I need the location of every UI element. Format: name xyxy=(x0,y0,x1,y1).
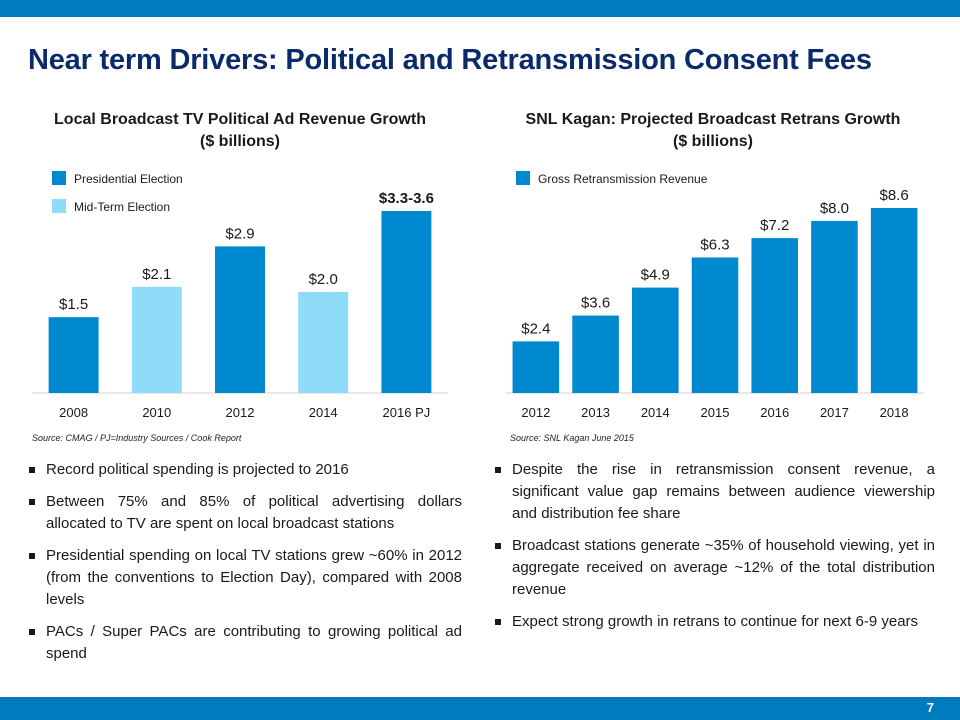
right-chart-data-label: $7.2 xyxy=(760,217,789,234)
right-chart-title-line1: SNL Kagan: Projected Broadcast Retrans G… xyxy=(525,111,901,128)
left-chart-bar-2010 xyxy=(131,286,182,393)
right-chart-data-label: $6.3 xyxy=(700,236,729,253)
right-chart-bar-2016 xyxy=(751,238,799,393)
right-chart-data-label: $4.9 xyxy=(641,267,670,284)
left-chart-data-label: $1.5 xyxy=(59,296,88,313)
left-chart-title-line2: ($ billions) xyxy=(200,133,280,150)
right-chart-bar-2012 xyxy=(512,341,560,393)
top-band xyxy=(0,0,960,17)
right-chart-title-line2: ($ billions) xyxy=(673,133,753,150)
left-bullet-4: PACs / Super PACs are contributing to gr… xyxy=(28,621,462,665)
left-chart-tick-label: 2010 xyxy=(142,405,171,420)
left-chart-tick-label: 2008 xyxy=(59,405,88,420)
right-chart-source: Source: SNL Kagan June 2015 xyxy=(510,433,634,443)
right-bullet-list: Despite the rise in retransmission conse… xyxy=(494,459,935,643)
right-chart-tick-label: 2017 xyxy=(820,405,849,420)
left-chart-tick-label: 2016 PJ xyxy=(383,405,431,420)
right-chart-data-label: $2.4 xyxy=(521,320,550,337)
left-chart-tick-label: 2012 xyxy=(226,405,255,420)
left-bullet-2: Between 75% and 85% of political adverti… xyxy=(28,491,462,535)
right-chart-title: SNL Kagan: Projected Broadcast Retrans G… xyxy=(500,109,926,153)
left-chart-legend-swatch xyxy=(52,199,66,213)
right-chart-legend-swatch xyxy=(516,171,530,185)
left-chart-bar-2016-pj xyxy=(381,211,432,393)
left-chart-title: Local Broadcast TV Political Ad Revenue … xyxy=(30,109,450,153)
right-chart-bar-2014 xyxy=(631,287,679,393)
right-chart-bar-2013 xyxy=(572,315,619,393)
left-chart-title-line1: Local Broadcast TV Political Ad Revenue … xyxy=(54,111,426,128)
left-chart-bar-2014 xyxy=(298,291,349,393)
right-chart-data-label: $8.6 xyxy=(880,187,909,204)
page-number: 7 xyxy=(926,700,934,715)
right-chart-tick-label: 2016 xyxy=(760,405,789,420)
left-chart-bar-2012 xyxy=(215,246,265,393)
right-chart-bar-2015 xyxy=(691,257,739,393)
left-chart-bar-2008 xyxy=(48,317,99,393)
left-chart-source: Source: CMAG / PJ=Industry Sources / Coo… xyxy=(32,433,242,443)
right-chart-tick-label: 2013 xyxy=(581,405,610,420)
right-bullet-2: Broadcast stations generate ~35% of hous… xyxy=(494,535,935,601)
left-chart-tick-label: 2014 xyxy=(309,405,338,420)
right-chart-bar-2017 xyxy=(811,220,858,393)
left-bullet-list: Record political spending is projected t… xyxy=(28,459,462,675)
right-chart-data-label: $3.6 xyxy=(581,295,610,312)
left-bullet-1: Record political spending is projected t… xyxy=(28,459,462,481)
left-chart-data-label: $2.1 xyxy=(142,266,171,283)
right-chart-tick-label: 2014 xyxy=(641,405,670,420)
right-bullet-3: Expect strong growth in retrans to conti… xyxy=(494,611,935,633)
left-chart-legend-label: Presidential Election xyxy=(74,172,183,186)
bottom-band xyxy=(0,697,960,720)
right-chart-tick-label: 2012 xyxy=(521,405,550,420)
right-chart-data-label: $8.0 xyxy=(820,200,849,217)
left-chart-data-label: $2.0 xyxy=(309,271,338,288)
right-bullet-1: Despite the rise in retransmission conse… xyxy=(494,459,935,525)
right-chart-tick-label: 2015 xyxy=(701,405,730,420)
page-title: Near term Drivers: Political and Retrans… xyxy=(28,44,872,76)
left-chart-data-label: $2.9 xyxy=(225,225,254,242)
left-chart-legend-label: Mid-Term Election xyxy=(74,200,170,214)
left-chart-data-label: $3.3-3.6 xyxy=(379,190,434,207)
left-chart-legend-swatch xyxy=(52,171,66,185)
right-chart-legend-label: Gross Retransmission Revenue xyxy=(538,172,708,186)
right-chart-tick-label: 2018 xyxy=(880,405,909,420)
right-chart-bar-2018 xyxy=(870,208,918,393)
left-bullet-3: Presidential spending on local TV statio… xyxy=(28,545,462,611)
